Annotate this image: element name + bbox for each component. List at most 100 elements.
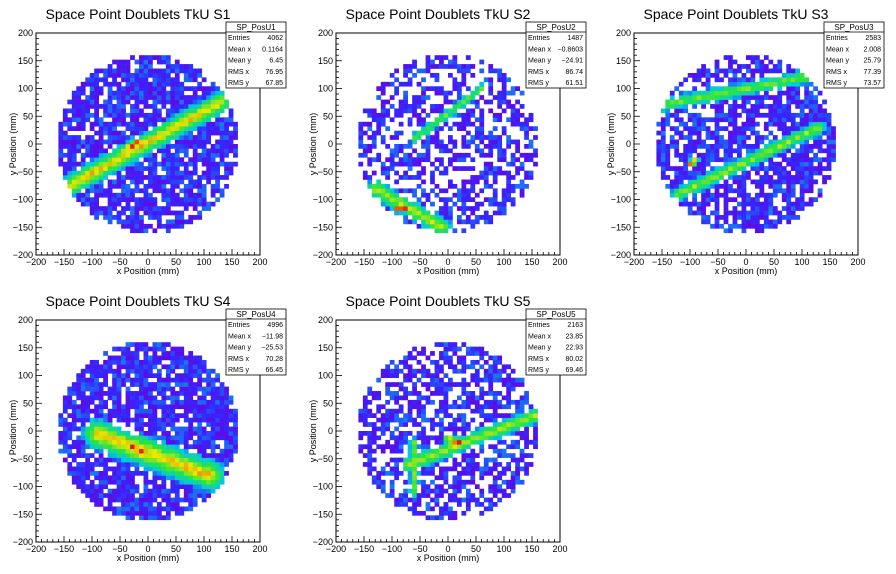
histogram-bin	[143, 368, 149, 374]
panel-title: Space Point Doublets TkU S4	[46, 293, 231, 309]
histogram-bin	[425, 399, 431, 405]
histogram-bin	[488, 377, 494, 383]
histogram-bin	[174, 130, 180, 136]
histogram-bin	[754, 108, 760, 114]
histogram-bin	[139, 462, 144, 467]
histogram-bin	[524, 126, 529, 131]
histogram-bin	[98, 413, 104, 418]
histogram-bin	[448, 448, 453, 454]
histogram-bin	[461, 497, 467, 503]
histogram-bin	[687, 201, 693, 207]
histogram-bin	[795, 157, 801, 163]
histogram-bin	[170, 201, 176, 207]
histogram-bin	[376, 95, 382, 100]
histogram-bin	[139, 64, 144, 69]
histogram-bin	[98, 139, 104, 145]
histogram-bin	[170, 457, 176, 463]
histogram-bin	[116, 104, 122, 109]
histogram-bin	[759, 175, 765, 180]
histogram-bin	[228, 166, 234, 171]
histogram-bin	[497, 68, 503, 74]
histogram-bin	[192, 170, 198, 176]
histogram-bin	[696, 183, 702, 189]
histogram-bin	[750, 206, 756, 211]
histogram-bin	[746, 121, 751, 127]
histogram-bin	[170, 135, 176, 140]
histogram-bin	[746, 90, 751, 96]
histogram-bin	[85, 175, 91, 180]
histogram-bin	[421, 152, 426, 158]
histogram-bin	[456, 215, 462, 220]
histogram-bin	[443, 346, 449, 352]
histogram-bin	[192, 99, 198, 105]
histogram-bin	[492, 139, 498, 145]
histogram-bin	[89, 488, 95, 494]
histogram-bin	[403, 170, 408, 176]
histogram-bin	[701, 192, 706, 198]
histogram-bin	[665, 175, 671, 180]
histogram-bin	[170, 475, 176, 481]
histogram-bin	[201, 404, 207, 410]
histogram-bin	[497, 135, 503, 140]
histogram-bin	[389, 197, 395, 203]
histogram-bin	[728, 188, 733, 194]
histogram-bin	[394, 435, 400, 441]
x-tick-label: 50	[471, 257, 481, 267]
histogram-bin	[139, 373, 144, 379]
histogram-bin	[732, 166, 738, 171]
histogram-bin	[192, 117, 198, 123]
histogram-bin	[116, 139, 122, 145]
histogram-bin	[210, 448, 216, 454]
histogram-bin	[188, 435, 194, 441]
histogram-bin	[488, 373, 494, 379]
histogram-bin	[192, 183, 198, 189]
histogram-bin	[130, 95, 135, 100]
histogram-bin	[143, 484, 149, 490]
histogram-bin	[116, 201, 122, 207]
histogram-bin	[116, 506, 122, 512]
histogram-bin	[156, 448, 162, 454]
histogram-bin	[506, 188, 512, 194]
y-tick-label: −150	[13, 509, 33, 519]
histogram-bin	[701, 139, 706, 145]
histogram-bin	[425, 466, 431, 472]
histogram-bin	[174, 431, 180, 436]
histogram-bin	[799, 197, 805, 203]
histogram-bin	[197, 395, 203, 401]
histogram-bin	[130, 81, 135, 87]
histogram-bin	[165, 197, 171, 203]
histogram-bin	[134, 112, 140, 118]
histogram-bin	[389, 408, 395, 414]
histogram-bin	[71, 152, 77, 158]
histogram-bin	[210, 183, 216, 189]
histogram-bin	[98, 104, 104, 109]
histogram-bin	[421, 413, 426, 418]
histogram-bin	[116, 192, 122, 198]
histogram-bin	[98, 386, 104, 392]
histogram-bin	[412, 404, 417, 410]
histogram-bin	[183, 466, 189, 472]
histogram-bin	[448, 413, 453, 418]
histogram-bin	[76, 197, 82, 203]
histogram-bin	[116, 121, 122, 127]
histogram-bin	[385, 99, 391, 105]
histogram-bin	[148, 215, 153, 220]
x-tick-label: −50	[112, 257, 127, 267]
histogram-bin	[134, 59, 140, 65]
histogram-bin	[448, 346, 453, 352]
histogram-bin	[192, 112, 198, 118]
histogram-bin	[192, 462, 198, 467]
histogram-bin	[134, 139, 140, 145]
histogram-bin	[85, 95, 91, 100]
histogram-bin	[407, 475, 413, 481]
histogram-bin	[116, 179, 122, 185]
histogram-bin	[367, 399, 373, 405]
histogram-bin	[233, 426, 238, 432]
histogram-bin	[219, 466, 225, 472]
histogram-bin	[452, 475, 458, 481]
histogram-bin	[448, 64, 453, 69]
y-tick-label: −200	[611, 250, 631, 260]
histogram-bin	[692, 90, 698, 96]
histogram-bin	[416, 395, 422, 401]
histogram-bin	[407, 364, 413, 370]
